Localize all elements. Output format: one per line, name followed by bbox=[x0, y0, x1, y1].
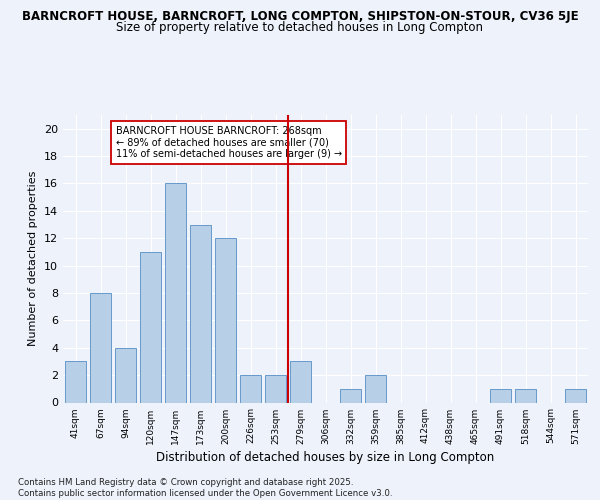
Text: Contains HM Land Registry data © Crown copyright and database right 2025.
Contai: Contains HM Land Registry data © Crown c… bbox=[18, 478, 392, 498]
Text: BARNCROFT HOUSE BARNCROFT: 268sqm
← 89% of detached houses are smaller (70)
11% : BARNCROFT HOUSE BARNCROFT: 268sqm ← 89% … bbox=[115, 126, 341, 159]
Bar bbox=[190, 224, 211, 402]
Bar bbox=[65, 362, 86, 403]
Bar bbox=[265, 375, 286, 402]
Text: BARNCROFT HOUSE, BARNCROFT, LONG COMPTON, SHIPSTON-ON-STOUR, CV36 5JE: BARNCROFT HOUSE, BARNCROFT, LONG COMPTON… bbox=[22, 10, 578, 23]
Bar bbox=[565, 389, 586, 402]
Bar bbox=[490, 389, 511, 402]
Bar bbox=[515, 389, 536, 402]
Text: Size of property relative to detached houses in Long Compton: Size of property relative to detached ho… bbox=[116, 21, 484, 34]
X-axis label: Distribution of detached houses by size in Long Compton: Distribution of detached houses by size … bbox=[157, 450, 494, 464]
Bar bbox=[290, 362, 311, 403]
Bar bbox=[165, 184, 186, 402]
Bar bbox=[240, 375, 261, 402]
Bar bbox=[365, 375, 386, 402]
Bar bbox=[215, 238, 236, 402]
Bar bbox=[140, 252, 161, 402]
Bar bbox=[90, 293, 111, 403]
Bar bbox=[340, 389, 361, 402]
Y-axis label: Number of detached properties: Number of detached properties bbox=[28, 171, 38, 346]
Bar bbox=[115, 348, 136, 403]
